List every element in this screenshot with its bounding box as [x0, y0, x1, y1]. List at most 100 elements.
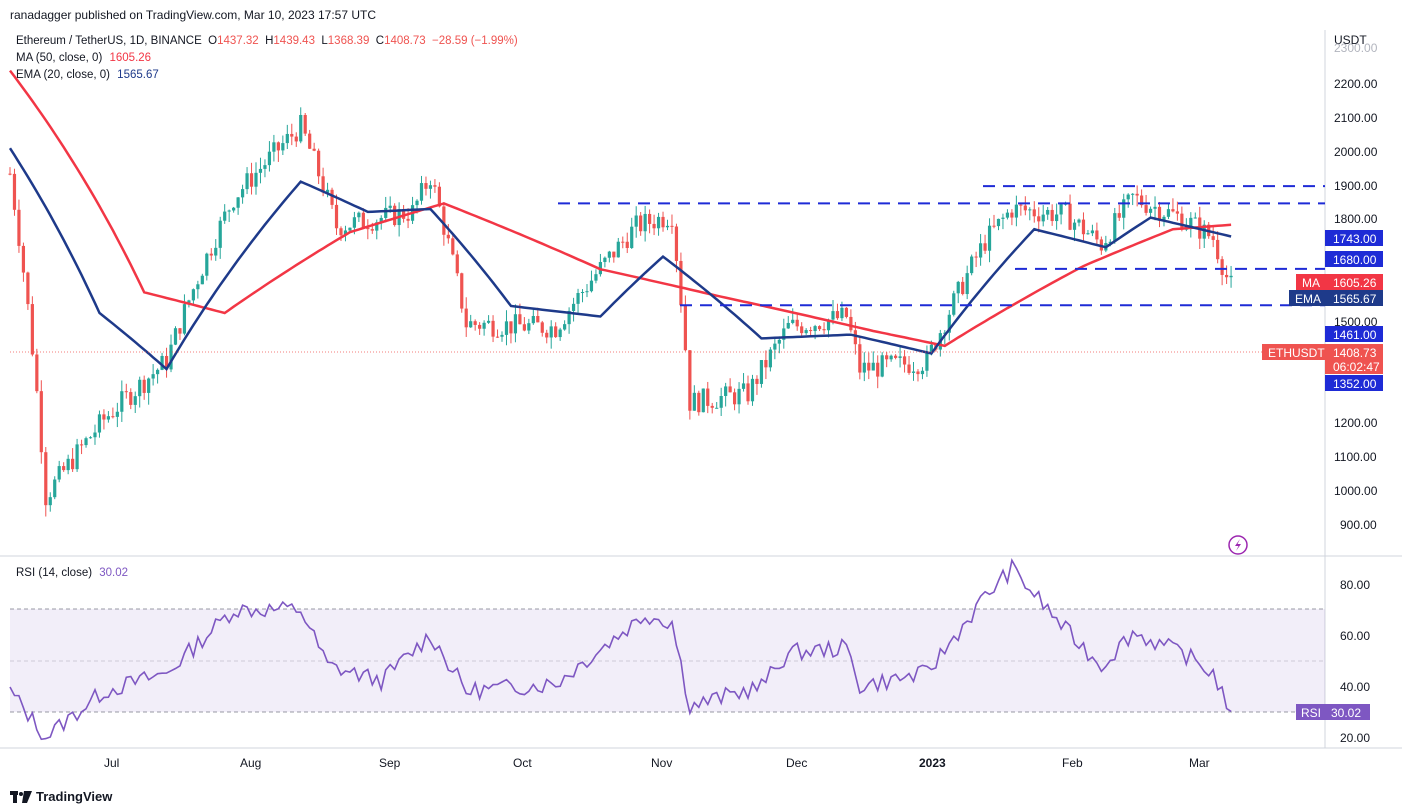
candle [299, 107, 303, 144]
candle [1193, 212, 1197, 219]
candle [1041, 205, 1045, 227]
candle [1072, 219, 1077, 242]
candle-body [299, 114, 303, 142]
currency-label: USDT [1334, 33, 1367, 47]
rsi-line [9, 558, 1232, 741]
candle-body [258, 168, 263, 173]
candle-body [616, 241, 620, 258]
candle-body [1229, 275, 1233, 278]
ma-legend[interactable]: MA (50, close, 0) 1605.26 [16, 52, 151, 64]
candle-body [956, 281, 960, 294]
candle [643, 205, 647, 242]
symbol-legend[interactable]: Ethereum / TetherUS, 1D, BINANCE O1437.3… [16, 35, 518, 47]
candle [1171, 198, 1175, 213]
candle [545, 329, 549, 344]
candle-body [880, 355, 884, 377]
candle-body [196, 284, 200, 290]
ema-legend[interactable]: EMA (20, close, 0) 1565.67 [16, 69, 159, 81]
candle [710, 402, 714, 414]
candle-body [585, 291, 589, 293]
candle-body [1001, 217, 1005, 219]
candle [894, 354, 898, 360]
candle-body [974, 256, 978, 258]
candle-body [992, 225, 996, 227]
level-badge [1325, 230, 1383, 246]
candle-body [1046, 209, 1050, 215]
candle [21, 242, 26, 282]
candle [419, 175, 424, 205]
candle [272, 134, 276, 162]
candle [987, 218, 992, 263]
candle [402, 205, 406, 223]
candle-body [688, 350, 692, 411]
ema-badge-label: EMA [1295, 292, 1321, 306]
tradingview-logo[interactable]: TradingView [10, 789, 112, 804]
candle-body [1122, 199, 1126, 218]
candle [102, 409, 106, 430]
candle-body [795, 319, 799, 327]
lightning-icon[interactable] [1228, 535, 1248, 555]
candle [885, 352, 889, 368]
candle [160, 352, 164, 371]
rsi-tick: 40.00 [1340, 680, 1370, 694]
candle [656, 212, 661, 236]
rsi-tick: 60.00 [1340, 629, 1370, 643]
candle-body [115, 411, 119, 417]
candle-body [1086, 233, 1090, 235]
candle-body [826, 319, 831, 331]
candle-body [142, 379, 146, 393]
candle [795, 314, 799, 331]
candle [249, 162, 254, 195]
time-tick: Aug [240, 756, 261, 770]
candle-body [303, 114, 307, 134]
candle-body [495, 336, 500, 338]
candle [576, 288, 580, 313]
candle [970, 254, 974, 276]
candle [464, 297, 468, 337]
candle [719, 387, 723, 416]
candle-body [17, 209, 21, 246]
candle-body [840, 307, 844, 319]
candle-body [254, 172, 258, 187]
price-tick: 2000.00 [1334, 145, 1378, 159]
candle-body [187, 300, 191, 305]
candle-body [124, 391, 128, 393]
rsi-label: RSI (14, close) [16, 567, 93, 579]
candle-body [545, 332, 549, 338]
time-tick: Oct [513, 756, 532, 770]
candle-body [223, 211, 227, 221]
last-price-value [1325, 344, 1383, 374]
ma-label: MA (50, close, 0) [16, 52, 103, 64]
candle-body [272, 142, 276, 152]
candle-body [281, 143, 285, 151]
candle-body [393, 205, 397, 226]
rsi-band [10, 609, 1325, 712]
candle-body [169, 344, 173, 370]
candle-body [339, 228, 343, 236]
level-badge-text: 1743.00 [1333, 232, 1377, 246]
time-tick: Nov [651, 756, 672, 770]
candle-body [1140, 195, 1144, 206]
candle-body [665, 225, 670, 228]
candle [1126, 193, 1130, 208]
rsi-legend[interactable]: RSI (14, close) 30.02 [16, 567, 128, 579]
candle-body [1055, 214, 1059, 222]
candle [1050, 204, 1054, 226]
candle-body [428, 185, 433, 189]
candle-body [858, 344, 862, 373]
moving-averages [8, 69, 1232, 372]
candle [692, 385, 696, 411]
candle [281, 135, 285, 156]
candle [674, 223, 679, 273]
ema-badge-value [1325, 290, 1383, 306]
rsi-tick: 20.00 [1340, 731, 1370, 745]
candle-body [777, 339, 781, 344]
candle [750, 374, 755, 406]
candle-body [173, 328, 178, 345]
candle [800, 322, 804, 337]
candle [1220, 256, 1224, 286]
candle-body [804, 330, 808, 334]
candle-body [276, 142, 280, 151]
candle [804, 328, 808, 335]
